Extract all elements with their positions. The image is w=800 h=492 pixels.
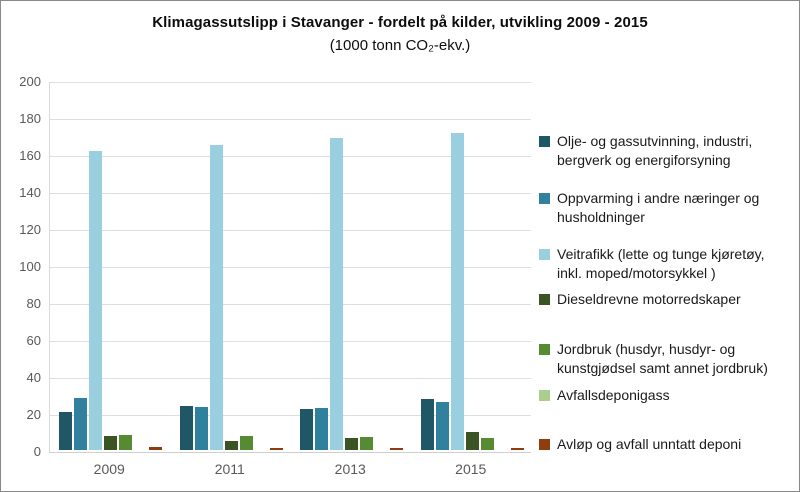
y-axis-tick-label: 0 bbox=[33, 444, 41, 459]
bar bbox=[345, 438, 358, 450]
gridline bbox=[49, 119, 531, 120]
legend-item: Veitrafikk (lette og tunge kjøretøy, inkl… bbox=[539, 245, 795, 283]
y-axis-tick-label: 20 bbox=[26, 407, 41, 422]
bar bbox=[179, 406, 193, 450]
bar bbox=[330, 138, 343, 450]
legend-swatch bbox=[539, 193, 550, 204]
legend-swatch bbox=[539, 439, 550, 450]
bar bbox=[360, 437, 373, 450]
y-axis-tick-label: 60 bbox=[26, 333, 41, 348]
bar bbox=[59, 412, 72, 450]
gridline bbox=[49, 82, 531, 83]
bar bbox=[239, 436, 253, 450]
bar bbox=[420, 399, 434, 450]
gridline bbox=[49, 378, 531, 379]
bar bbox=[209, 145, 223, 450]
chart-subtitle: (1000 tonn CO₂-ekv.) bbox=[329, 37, 471, 54]
y-axis-tick-label: 80 bbox=[26, 296, 41, 311]
legend-label: Dieseldrevne motorredskaper bbox=[557, 291, 741, 307]
y-axis-line bbox=[49, 82, 50, 452]
bar bbox=[480, 438, 494, 450]
legend-label: Avfallsdeponigass bbox=[557, 387, 670, 403]
legend-label: Olje- og gassutvinning, industri, bergver… bbox=[557, 133, 753, 168]
bar bbox=[104, 436, 117, 450]
legend-item: Jordbruk (husdyr, husdyr- og kunstgjødsel… bbox=[539, 340, 795, 378]
bar bbox=[224, 441, 238, 450]
gridline bbox=[49, 193, 531, 194]
legend-label: Avløp og avfall unntatt deponi bbox=[557, 436, 742, 452]
category-group bbox=[59, 80, 162, 450]
gridline bbox=[49, 341, 531, 342]
x-axis-tick-label: 2009 bbox=[93, 461, 125, 477]
gridline bbox=[49, 267, 531, 268]
legend-item: Dieseldrevne motorredskaper bbox=[539, 290, 795, 309]
gridline bbox=[49, 156, 531, 157]
legend-item: Avløp og avfall unntatt deponi bbox=[539, 435, 795, 454]
chart-title: Klimagassutslipp i Stavanger - fordelt p… bbox=[152, 14, 648, 31]
bar bbox=[435, 402, 449, 450]
bar bbox=[119, 435, 132, 450]
x-axis-line bbox=[49, 452, 531, 453]
bar bbox=[89, 151, 102, 450]
bar bbox=[450, 133, 464, 450]
legend-swatch bbox=[539, 390, 550, 401]
bar bbox=[390, 448, 403, 450]
legend-swatch bbox=[539, 294, 550, 305]
bar bbox=[149, 447, 162, 450]
y-axis-tick-label: 180 bbox=[19, 111, 41, 126]
y-axis-tick-label: 120 bbox=[19, 222, 41, 237]
bar bbox=[74, 398, 87, 450]
x-axis-tick-label: 2011 bbox=[214, 461, 245, 477]
y-axis-tick-label: 100 bbox=[19, 259, 41, 274]
legend-item: Oppvarming i andre næringer og husholdnin… bbox=[539, 189, 795, 227]
bar bbox=[465, 432, 479, 450]
legend-item: Olje- og gassutvinning, industri, bergver… bbox=[539, 132, 795, 170]
y-axis-tick-label: 200 bbox=[19, 74, 41, 89]
bar bbox=[315, 408, 328, 450]
legend-swatch bbox=[539, 344, 550, 355]
bar bbox=[300, 409, 313, 450]
y-axis-tick-label: 40 bbox=[26, 370, 41, 385]
legend-label: Jordbruk (husdyr, husdyr- og kunstgjødsel… bbox=[557, 341, 768, 376]
gridline bbox=[49, 304, 531, 305]
category-group bbox=[179, 80, 283, 450]
legend-label: Oppvarming i andre næringer og husholdnin… bbox=[557, 190, 760, 225]
gridline bbox=[49, 230, 531, 231]
y-axis-tick-label: 160 bbox=[19, 148, 41, 163]
category-group bbox=[300, 80, 403, 450]
legend-swatch bbox=[539, 136, 550, 147]
bar bbox=[269, 448, 283, 450]
legend-label: Veitrafikk (lette og tunge kjøretøy, inkl… bbox=[557, 246, 765, 281]
gridline bbox=[49, 415, 531, 416]
bar bbox=[510, 448, 524, 450]
y-axis-tick-label: 140 bbox=[19, 185, 41, 200]
legend-item: Avfallsdeponigass bbox=[539, 386, 795, 405]
x-axis-tick-label: 2015 bbox=[455, 461, 487, 477]
category-group bbox=[420, 80, 524, 450]
legend-swatch bbox=[539, 249, 550, 260]
x-axis-tick-label: 2013 bbox=[334, 461, 366, 477]
bar bbox=[194, 407, 208, 450]
